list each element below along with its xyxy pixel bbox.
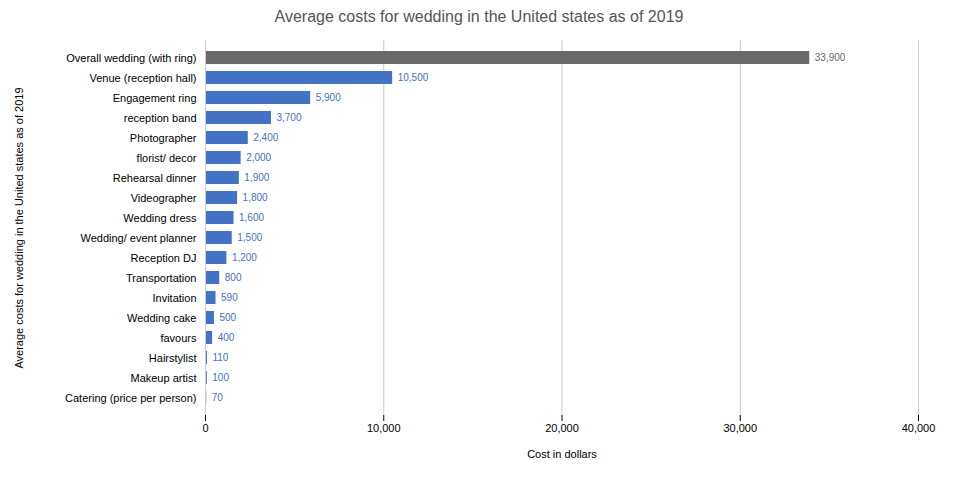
svg-text:500: 500	[219, 312, 236, 323]
svg-text:20,000: 20,000	[545, 422, 579, 434]
svg-text:0: 0	[202, 422, 208, 434]
svg-text:Transportation: Transportation	[126, 272, 197, 284]
svg-text:1,800: 1,800	[243, 192, 268, 203]
svg-text:Makeup artist: Makeup artist	[130, 372, 196, 384]
svg-text:Videographer: Videographer	[131, 192, 197, 204]
svg-text:Average costs for wedding in t: Average costs for wedding in the United …	[13, 87, 25, 368]
svg-text:florist/ decor: florist/ decor	[137, 152, 197, 164]
svg-text:1,900: 1,900	[244, 172, 269, 183]
svg-text:10,000: 10,000	[367, 422, 401, 434]
svg-text:Reception DJ: Reception DJ	[130, 252, 196, 264]
svg-text:Photographer: Photographer	[130, 132, 197, 144]
svg-text:Invitation: Invitation	[152, 292, 196, 304]
svg-text:Engagement ring: Engagement ring	[113, 92, 197, 104]
svg-text:Venue (reception hall): Venue (reception hall)	[89, 72, 196, 84]
svg-text:Rehearsal dinner: Rehearsal dinner	[113, 172, 197, 184]
svg-text:110: 110	[212, 352, 228, 363]
svg-text:Catering (price per person): Catering (price per person)	[65, 392, 196, 404]
svg-text:3,700: 3,700	[276, 112, 301, 123]
svg-text:2,000: 2,000	[246, 152, 271, 163]
svg-text:Hairstylist: Hairstylist	[149, 352, 197, 364]
svg-text:Overall wedding (with ring): Overall wedding (with ring)	[66, 52, 196, 64]
svg-text:33,900: 33,900	[815, 52, 846, 63]
svg-text:reception band: reception band	[124, 112, 197, 124]
svg-text:590: 590	[221, 292, 238, 303]
svg-text:400: 400	[218, 332, 235, 343]
svg-text:Cost in dollars: Cost in dollars	[527, 448, 597, 460]
svg-text:2,400: 2,400	[253, 132, 278, 143]
svg-text:30,000: 30,000	[723, 422, 757, 434]
svg-text:Wedding dress: Wedding dress	[123, 212, 197, 224]
svg-text:800: 800	[225, 272, 242, 283]
svg-text:100: 100	[212, 372, 229, 383]
svg-text:Wedding cake: Wedding cake	[127, 312, 197, 324]
svg-text:10,500: 10,500	[398, 72, 429, 83]
svg-text:1,200: 1,200	[232, 252, 257, 263]
svg-text:1,600: 1,600	[239, 212, 264, 223]
svg-text:Wedding/ event planner: Wedding/ event planner	[81, 232, 197, 244]
svg-text:5,900: 5,900	[316, 92, 341, 103]
svg-text:40,000: 40,000	[902, 422, 936, 434]
svg-text:70: 70	[212, 392, 224, 403]
svg-text:1,500: 1,500	[237, 232, 262, 243]
svg-text:favours: favours	[160, 332, 197, 344]
html-text:Average costs for wedding in t: Average costs for wedding in the United …	[274, 8, 684, 25]
